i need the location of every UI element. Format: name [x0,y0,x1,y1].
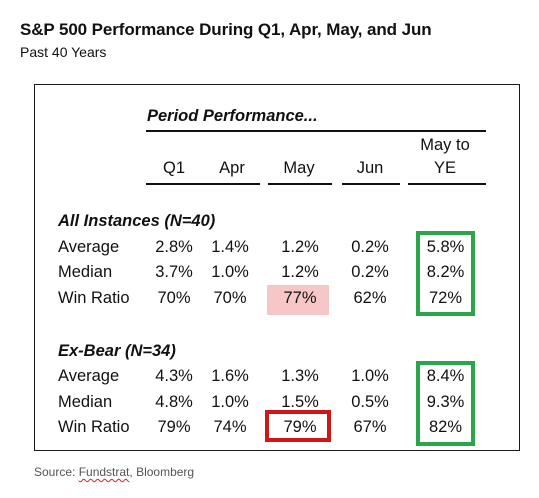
source-note: Source: Fundstrat, Bloomberg [34,465,194,479]
table-cell: 67% [353,418,387,436]
section-title-all-instances: All Instances (N=40) [58,212,216,230]
header-rule-may-to-ye [408,183,486,185]
may-win-ratio-red-box [265,410,331,442]
table-cell: 79% [157,418,191,436]
table-cell: 1.0% [211,393,249,411]
table-cell: 4.8% [155,393,193,411]
may-win-ratio-highlight [267,285,329,315]
source-suffix: , Bloomberg [129,465,195,479]
table-cell: 5.8% [426,238,465,256]
row-label-average: Average [58,238,120,256]
row-label-median: Median [58,393,113,411]
source-prefix: Source: [34,465,79,479]
table-cell: 8.2% [426,263,465,281]
may-to-ye-all-instances-green-box [416,231,475,316]
column-header-q1: Q1 [162,159,185,177]
row-label-average: Average [58,367,120,385]
table-cell: 72% [428,289,463,307]
table-cell: 1.0% [211,263,249,281]
table-cell: 0.5% [351,393,389,411]
table-frame [34,84,520,451]
table-cell: 0.2% [351,238,389,256]
column-header-apr: Apr [219,159,245,177]
table-cell: 62% [353,289,387,307]
table-cell: 2.8% [155,238,193,256]
table-cell: 0.2% [351,263,389,281]
row-label-win-ratio: Win Ratio [58,418,130,436]
column-header-may-to-ye-line2: YE [433,159,456,177]
may-to-ye-ex-bear-green-box [416,361,475,446]
header-rule-q1-apr [146,183,260,185]
table-cell-highlighted: 77% [283,289,317,307]
column-header-may-to-ye-line1: May to [420,136,470,154]
source-name: Fundstrat [78,465,130,479]
section-title-ex-bear: Ex-Bear (N=34) [58,342,176,360]
table-cell: 1.0% [351,367,389,385]
table-cell-boxed: 79% [283,418,317,436]
table-cell: 82% [428,418,463,436]
table-cell: 1.4% [211,238,249,256]
table-cell: 74% [213,418,247,436]
table-cell: 1.5% [281,393,319,411]
table-cell: 1.3% [281,367,319,385]
row-label-win-ratio: Win Ratio [58,289,130,307]
row-label-median: Median [58,263,113,281]
page-title: S&P 500 Performance During Q1, Apr, May,… [20,20,432,39]
table-cell: 1.6% [211,367,249,385]
table-cell: 4.3% [155,367,193,385]
page-subtitle: Past 40 Years [20,44,107,60]
table-cell: 70% [213,289,247,307]
column-header-may: May [283,159,315,177]
period-header: Period Performance... [147,107,318,125]
table-cell: 1.2% [281,263,319,281]
period-header-rule [146,130,486,132]
header-rule-jun [342,183,400,185]
header-rule-may [268,183,332,185]
table-cell: 8.4% [426,367,465,385]
table-cell: 1.2% [281,238,319,256]
table-cell: 70% [157,289,191,307]
column-header-jun: Jun [356,159,384,177]
table-cell: 9.3% [426,393,465,411]
table-cell: 3.7% [155,263,193,281]
